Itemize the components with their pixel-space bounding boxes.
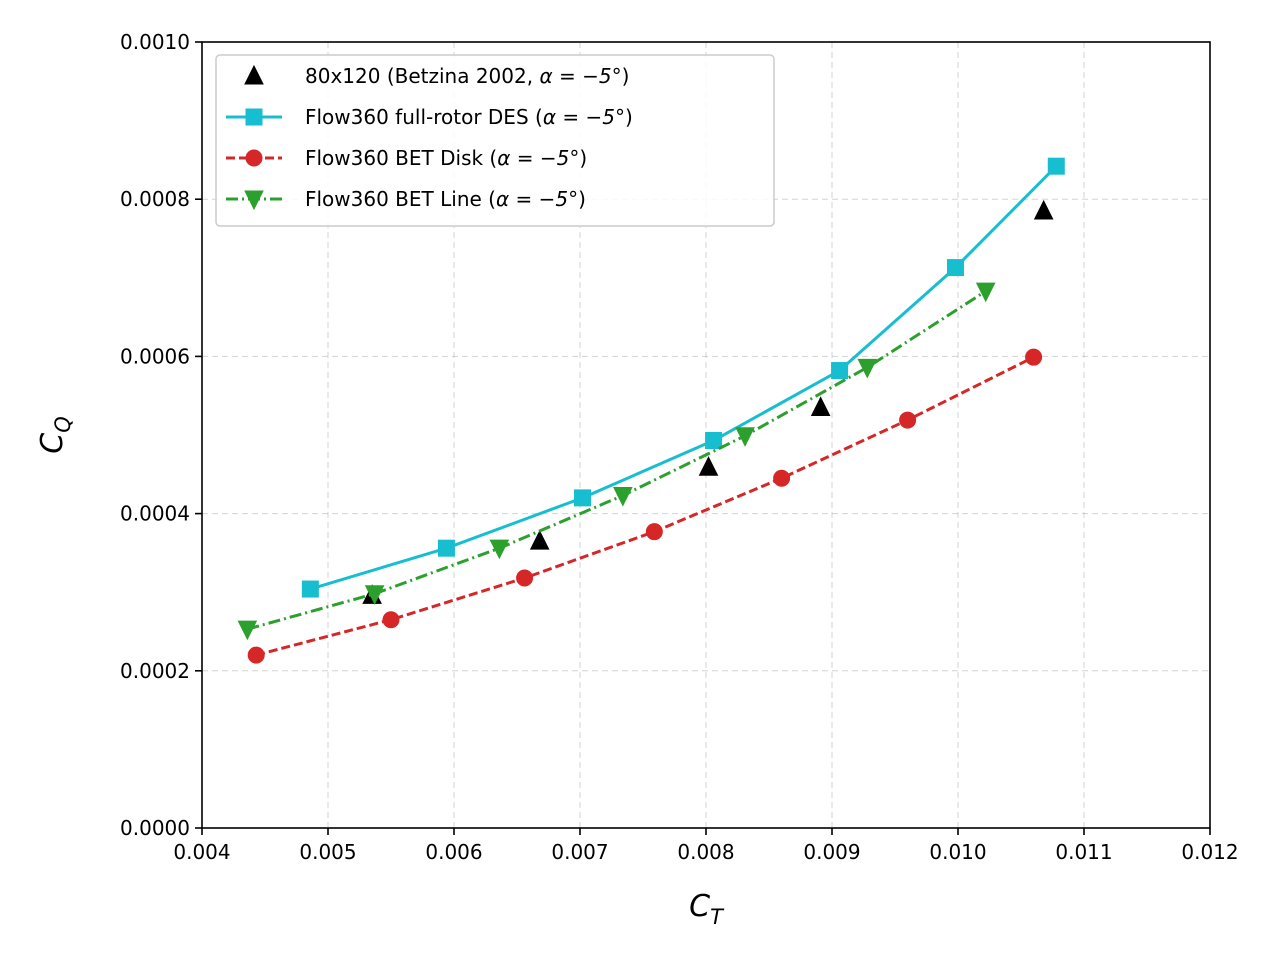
legend-box xyxy=(215,54,775,227)
x-tick-label: 0.009 xyxy=(803,840,860,864)
series-flow360-full-rotor-des-point xyxy=(574,489,592,507)
series-80x120-betzina-2002-point xyxy=(810,396,831,416)
legend-label-suffix: ) xyxy=(578,187,586,211)
ticks: 0.004 0.005 0.006 0.007 0.008 0.009 0.010 0.011… xyxy=(120,30,1239,864)
legend-entry-flow360-bet-disk-label: Flow360 BET Disk (α = −5°) xyxy=(305,146,587,170)
legend-label-prefix: Flow360 BET Disk ( xyxy=(305,146,497,170)
legend-entry-80x120-betzina-2002-marker xyxy=(244,64,264,85)
y-tick-label: 0.0002 xyxy=(120,659,190,683)
series-flow360-bet-line xyxy=(237,282,996,641)
x-tick-label: 0.012 xyxy=(1181,840,1238,864)
series-80x120-betzina-2002-point xyxy=(1033,199,1054,220)
legend-entry-flow360-full-rotor-des-label: Flow360 full-rotor DES (α = −5°) xyxy=(305,105,633,129)
series-flow360-bet-line-point xyxy=(857,358,878,379)
series-flow360-bet-line-point xyxy=(364,585,385,605)
series-flow360-full-rotor-des-point xyxy=(831,362,849,380)
series-80x120-betzina-2002-point xyxy=(529,529,550,550)
x-axis-label-main: C xyxy=(689,889,710,924)
x-axis-label: CT xyxy=(689,889,725,929)
legend-entry-80x120-betzina-2002-label: 80x120 (Betzina 2002, α = −5°) xyxy=(305,64,629,88)
x-tick-label: 0.011 xyxy=(1055,840,1112,864)
series-flow360-bet-line-point xyxy=(613,487,633,507)
y-tick-label: 0.0010 xyxy=(120,30,190,54)
legend-entry-flow360-bet-disk: Flow360 BET Disk (α = −5°) xyxy=(226,146,587,170)
legend-entry-flow360-bet-line-marker xyxy=(244,190,264,211)
series-flow360-bet-disk xyxy=(247,348,1043,664)
x-tick-label: 0.006 xyxy=(425,840,482,864)
legend-label-prefix: 80x120 (Betzina 2002, xyxy=(305,64,539,88)
y-tick-label: 0.0004 xyxy=(120,502,190,526)
y-axis-label: CQ xyxy=(35,416,75,453)
series-flow360-full-rotor-des-point xyxy=(301,580,319,598)
x-tick-label: 0.005 xyxy=(299,840,356,864)
series-flow360-bet-disk-point xyxy=(382,611,400,629)
y-tick-label: 0.0006 xyxy=(120,344,190,368)
series-group xyxy=(237,157,1065,664)
legend-label-suffix: ) xyxy=(625,105,633,129)
legend-entry-flow360-full-rotor-des: Flow360 full-rotor DES (α = −5°) xyxy=(226,105,633,129)
legend-label-prefix: Flow360 full-rotor DES ( xyxy=(305,105,543,129)
series-flow360-bet-line-point xyxy=(975,282,996,303)
y-tick-label: 0.0000 xyxy=(120,816,190,840)
series-flow360-full-rotor-des-point xyxy=(946,259,964,277)
series-flow360-bet-disk-point xyxy=(516,569,534,587)
x-tick-label: 0.008 xyxy=(677,840,734,864)
series-flow360-bet-disk-point xyxy=(1025,348,1043,366)
series-80x120-betzina-2002 xyxy=(362,199,1054,604)
series-flow360-full-rotor-des-point xyxy=(705,432,723,450)
y-axis-label-main: C xyxy=(35,433,70,454)
legend-entry-flow360-bet-line: Flow360 BET Line (α = −5°) xyxy=(226,187,586,211)
y-axis-label-subscript: Q xyxy=(51,416,75,433)
series-flow360-bet-disk-point xyxy=(645,523,663,541)
legend-entry-flow360-bet-line-label: Flow360 BET Line (α = −5°) xyxy=(305,187,586,211)
series-flow360-bet-line-point xyxy=(489,539,510,560)
legend-label-math: α = −5° xyxy=(539,64,621,88)
legend-label-math: α = −5° xyxy=(496,187,578,211)
legend: 80x120 (Betzina 2002, α = −5°)Flow360 fu… xyxy=(215,54,775,227)
legend-label-math: α = −5° xyxy=(543,105,625,129)
legend-label-suffix: ) xyxy=(579,146,587,170)
legend-label-math: α = −5° xyxy=(497,146,579,170)
x-tick-label: 0.004 xyxy=(173,840,230,864)
series-flow360-full-rotor-des xyxy=(301,157,1065,598)
series-flow360-bet-line-point xyxy=(735,427,755,447)
series-80x120-betzina-2002-point xyxy=(698,456,719,476)
series-flow360-full-rotor-des-point xyxy=(1047,157,1065,175)
legend-entry-flow360-full-rotor-des-marker xyxy=(245,108,263,126)
legend-entry-80x120-betzina-2002: 80x120 (Betzina 2002, α = −5°) xyxy=(244,64,629,88)
x-axis-label-subscript: T xyxy=(710,905,725,929)
legend-label-prefix: Flow360 BET Line ( xyxy=(305,187,496,211)
legend-label-suffix: ) xyxy=(622,64,630,88)
x-tick-label: 0.010 xyxy=(929,840,986,864)
x-tick-label: 0.007 xyxy=(551,840,608,864)
series-flow360-full-rotor-des-point xyxy=(437,539,455,557)
legend-entry-flow360-bet-disk-marker xyxy=(245,149,263,167)
series-flow360-bet-disk-point xyxy=(899,411,917,429)
series-flow360-bet-disk-point xyxy=(773,469,791,487)
series-flow360-bet-line-point xyxy=(237,620,258,641)
y-tick-label: 0.0008 xyxy=(120,187,190,211)
series-flow360-bet-disk-point xyxy=(247,646,265,664)
